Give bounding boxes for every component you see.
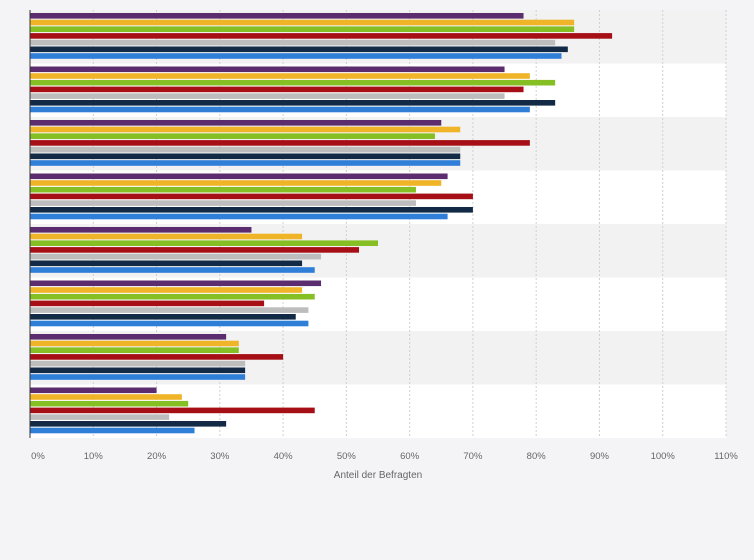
x-tick-label: 100%	[651, 451, 676, 462]
bar	[30, 66, 505, 73]
bar	[30, 33, 613, 39]
x-tick-label: 40%	[274, 451, 294, 462]
x-tick-label: 80%	[527, 451, 547, 462]
bar	[30, 421, 227, 427]
bar	[30, 207, 473, 213]
bar	[30, 387, 157, 394]
bar	[30, 13, 524, 19]
bar	[30, 160, 461, 166]
bar	[30, 247, 360, 253]
bar	[30, 213, 448, 220]
bar	[30, 267, 315, 273]
bar	[30, 200, 416, 206]
bar	[30, 400, 189, 407]
bar	[30, 186, 416, 193]
bar	[30, 287, 303, 293]
x-tick-label: 60%	[400, 451, 420, 462]
x-tick-label: 20%	[147, 451, 167, 462]
x-tick-label: 0%	[31, 451, 45, 462]
bar	[30, 19, 575, 26]
x-tick-labels: 0% 10% 20% 30% 40% 50% 60% 70% 80% 90% 100% 110%	[31, 451, 738, 462]
bar	[30, 293, 315, 300]
bar	[30, 240, 378, 246]
bar	[30, 367, 246, 374]
bar	[30, 133, 435, 139]
x-axis-label: Anteil der Befragten	[334, 470, 422, 481]
bar	[30, 93, 505, 99]
x-tick-label: 90%	[590, 451, 610, 462]
bar	[30, 86, 524, 93]
bar	[30, 340, 239, 347]
bars	[30, 13, 613, 434]
bar	[30, 140, 530, 146]
bar	[30, 173, 448, 180]
bar	[30, 120, 442, 126]
bar	[30, 334, 227, 340]
bar	[30, 193, 473, 200]
x-tick-label: 50%	[337, 451, 357, 462]
bar	[30, 360, 246, 367]
bar	[30, 53, 562, 59]
bar	[30, 307, 309, 313]
bar	[30, 39, 556, 46]
bar	[30, 280, 322, 287]
bar	[30, 73, 530, 79]
bar	[30, 126, 461, 133]
bar	[30, 146, 461, 153]
bar	[30, 427, 195, 434]
bar	[30, 100, 556, 106]
bar	[30, 354, 284, 360]
bar	[30, 233, 303, 240]
bar	[30, 153, 461, 160]
bar	[30, 314, 296, 320]
bar	[30, 106, 530, 113]
x-tick-label: 10%	[84, 451, 104, 462]
bar	[30, 79, 556, 86]
bar	[30, 414, 170, 420]
bar	[30, 26, 575, 32]
x-tick-label: 70%	[463, 451, 483, 462]
bar	[30, 227, 252, 233]
bar	[30, 46, 568, 53]
bar	[30, 347, 239, 353]
bar	[30, 374, 246, 380]
bar	[30, 253, 322, 260]
bar	[30, 300, 265, 307]
gridlines	[92, 10, 727, 438]
bar	[30, 180, 442, 186]
x-tick-label: 110%	[714, 451, 738, 462]
bar	[30, 407, 315, 414]
x-tick-label: 30%	[210, 451, 230, 462]
bar	[30, 320, 309, 327]
bar	[30, 394, 182, 400]
bar	[30, 260, 303, 267]
